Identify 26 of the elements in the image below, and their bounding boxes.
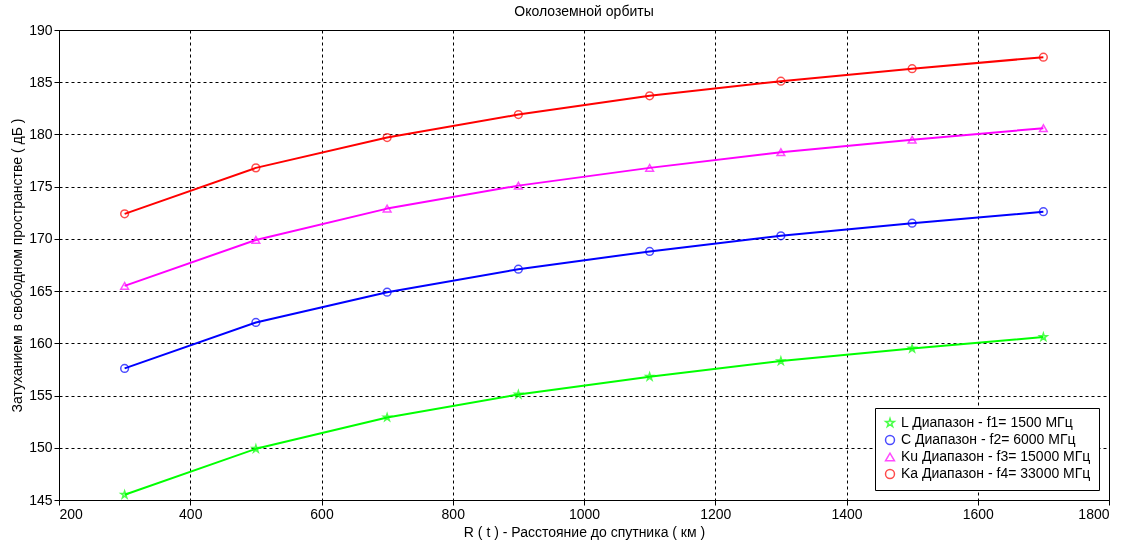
- x-tick-label: 1600: [962, 505, 995, 522]
- x-tick-label: 1400: [831, 505, 863, 522]
- legend-label: L Диапазон - f1= 1500 МГц: [901, 414, 1073, 430]
- y-tick-label: 155: [29, 387, 53, 404]
- x-tick-label: 1800: [1078, 505, 1110, 522]
- y-tick-label: 165: [29, 282, 53, 299]
- y-tick-label: 190: [29, 21, 53, 38]
- y-tick-label: 175: [29, 178, 53, 195]
- y-tick-label: 160: [29, 334, 53, 351]
- legend-label: Ka Диапазон - f4= 33000 МГц: [901, 465, 1091, 481]
- y-tick-label: 145: [29, 491, 53, 508]
- legend-label: Ku Диапазон - f3= 15000 МГц: [901, 448, 1091, 464]
- y-axis-title: Затуханием в свободном пространстве ( дБ ): [9, 118, 26, 413]
- x-axis-title: R ( t ) - Расстояние до спутника ( км ): [463, 523, 706, 540]
- x-tick-label: 1000: [568, 505, 601, 522]
- x-tick-label: 800: [441, 505, 466, 522]
- legend-label: C Диапазон - f2= 6000 МГц: [901, 431, 1076, 447]
- chart-title: Околоземной орбиты: [514, 3, 654, 19]
- y-tick-label: 150: [29, 439, 53, 456]
- y-tick-label: 170: [29, 230, 53, 247]
- x-tick-label: 1200: [700, 505, 732, 522]
- x-tick-label: 200: [59, 505, 84, 522]
- x-tick-label: 400: [179, 505, 203, 522]
- y-tick-label: 180: [29, 125, 53, 142]
- x-tick-label: 600: [310, 505, 334, 522]
- y-tick-label: 185: [29, 73, 53, 90]
